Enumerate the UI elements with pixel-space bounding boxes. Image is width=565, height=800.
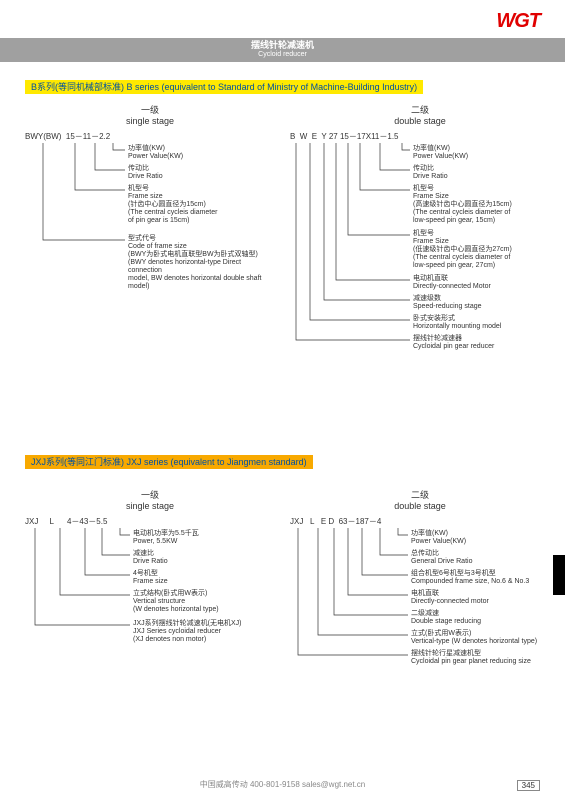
j-single-col: 一级 single stage JXJ L 4－43－5.5 电动机功率为5.5… xyxy=(25,490,275,529)
section-j-title: JXJ系列(等同江门标准) JXJ series (equivalent to … xyxy=(31,457,307,467)
section-b-title-band: B系列(等同机械部标准) B series (equivalent to Sta… xyxy=(25,80,423,94)
b-double-item-4: 电动机直联 Directly-connected Motor xyxy=(413,275,491,291)
j-double-col: 二级 double stage JXJ L E D 63－187－4 功率值(K… xyxy=(290,490,550,529)
b-double-col: 二级 double stage B W E Y 27 15－17X11－1.5 … xyxy=(290,105,550,144)
b-double-item-1: 传动比 Drive Ratio xyxy=(413,165,448,181)
section-j-area: 一级 single stage JXJ L 4－43－5.5 电动机功率为5.5… xyxy=(25,490,540,750)
j-single-item-4: JXJ系列摆线针轮减速机(无电机XJ) JXJ Series cycloidal… xyxy=(133,620,242,644)
b-single-item-0: 功率值(KW) Power Value(KW) xyxy=(128,145,183,161)
page-number: 345 xyxy=(517,780,540,791)
header-en: Cycloid reducer xyxy=(0,50,565,60)
section-j-title-band: JXJ系列(等同江门标准) JXJ series (equivalent to … xyxy=(25,455,313,469)
b-single-item-3: 型式代号 Code of frame size (BWY为卧式电机直联型BW为卧… xyxy=(128,235,275,291)
j-single-item-0: 电动机功率为5.5千瓦 Power, 5.5KW xyxy=(133,530,199,546)
b-double-item-2: 机型号 Frame Size (高速级针齿中心圆直径为15cm) (The ce… xyxy=(413,185,512,225)
j-double-item-0: 功率值(KW) Power Value(KW) xyxy=(411,530,466,546)
j-double-item-1: 总传动比 General Drive Ratio xyxy=(411,550,472,566)
b-double-item-7: 摆线针轮减速器 Cycloidal pin gear reducer xyxy=(413,335,494,351)
b-single-item-2: 机型号 Frame size (针齿中心圆直径为15cm) (The centr… xyxy=(128,185,217,225)
b-single-item-1: 传动比 Drive Ratio xyxy=(128,165,163,181)
brand-logo: WGT xyxy=(496,10,540,33)
j-double-item-2: 组合机型6号机型与3号机型 Compounded frame size, No.… xyxy=(411,570,529,586)
j-double-item-3: 电机直联 Directly-connected motor xyxy=(411,590,489,606)
section-b-title: B系列(等同机械部标准) B series (equivalent to Sta… xyxy=(31,82,417,92)
j-double-item-6: 摆线针轮行星减速机型 Cycloidal pin gear planet red… xyxy=(411,650,531,666)
footer-text: 中国威高传动 400-801-9158 sales@wgt.net.cn xyxy=(0,779,565,790)
section-b-area: 一级 single stage BWY(BW) 15－11－2.2 功率值(KW… xyxy=(25,105,540,365)
b-double-item-6: 卧式安装形式 Horizontally mounting model xyxy=(413,315,501,331)
b-double-item-0: 功率值(KW) Power Value(KW) xyxy=(413,145,468,161)
j-single-item-2: 4号机型 Frame size xyxy=(133,570,168,586)
header-cn: 摆线针轮减速机 xyxy=(0,40,565,50)
header-band: 摆线针轮减速机 Cycloid reducer xyxy=(0,38,565,62)
j-single-item-3: 立式结构(卧式用W表示) Vertical structure (W denot… xyxy=(133,590,219,614)
logo-text: WGT xyxy=(496,10,540,32)
b-single-col: 一级 single stage BWY(BW) 15－11－2.2 功率值(KW… xyxy=(25,105,275,144)
j-double-item-4: 二级减速 Double stage reducing xyxy=(411,610,481,626)
side-tab xyxy=(553,555,565,595)
j-single-item-1: 减速比 Drive Ratio xyxy=(133,550,168,566)
j-double-item-5: 立式(卧式用W表示) Vertical-type (W denotes hori… xyxy=(411,630,537,646)
b-double-item-3: 机型号 Frame Size (低速级针齿中心圆直径为27cm) (The ce… xyxy=(413,230,512,270)
b-double-item-5: 减速级数 Speed-reducing stage xyxy=(413,295,482,311)
